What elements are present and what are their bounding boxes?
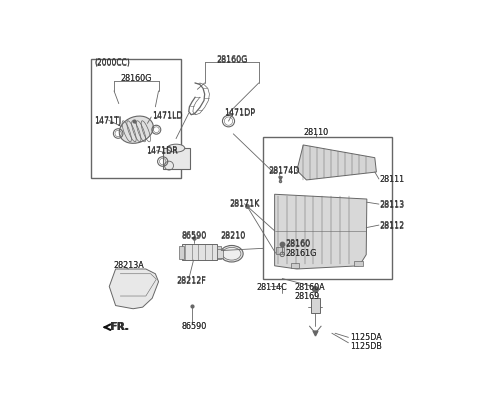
Ellipse shape — [222, 247, 241, 260]
Text: 86590: 86590 — [181, 231, 206, 240]
Ellipse shape — [220, 245, 243, 262]
Text: 28113: 28113 — [380, 200, 405, 209]
Bar — [354, 261, 363, 266]
Bar — [290, 263, 300, 268]
Text: 86590: 86590 — [181, 322, 206, 331]
Text: 28212F: 28212F — [177, 277, 206, 285]
Ellipse shape — [119, 116, 153, 143]
Text: 28210: 28210 — [220, 232, 246, 241]
Bar — [217, 249, 223, 258]
Ellipse shape — [168, 144, 185, 152]
Bar — [276, 247, 285, 254]
Bar — [179, 246, 184, 259]
Bar — [217, 246, 221, 259]
Bar — [163, 148, 190, 169]
Text: 28160G: 28160G — [216, 55, 247, 64]
Text: 1125DB: 1125DB — [349, 342, 382, 351]
Text: 28213A: 28213A — [113, 261, 144, 270]
Text: 28160: 28160 — [286, 240, 311, 249]
Bar — [264, 137, 392, 278]
Text: 28114C: 28114C — [257, 282, 288, 292]
Text: 86590: 86590 — [181, 232, 206, 241]
Text: 28114C: 28114C — [257, 283, 288, 292]
Text: 1471TJ: 1471TJ — [94, 116, 121, 126]
Text: 28212F: 28212F — [177, 276, 206, 285]
Text: 1471TJ: 1471TJ — [94, 116, 121, 125]
Text: 1471DR: 1471DR — [146, 147, 178, 156]
Text: 28160G: 28160G — [120, 74, 152, 83]
Text: (2000CC): (2000CC) — [94, 58, 130, 67]
Text: (2000CC): (2000CC) — [94, 59, 130, 69]
Text: 28213A: 28213A — [113, 261, 144, 270]
Text: FR.: FR. — [110, 322, 130, 332]
Text: 1471LD: 1471LD — [152, 111, 183, 120]
Text: FR.: FR. — [110, 322, 128, 332]
Text: 86590: 86590 — [181, 323, 206, 331]
Text: 28174D: 28174D — [268, 166, 300, 175]
Text: 28111: 28111 — [380, 176, 405, 185]
Text: 28169: 28169 — [294, 292, 320, 301]
Polygon shape — [275, 194, 367, 269]
Text: 1471DP: 1471DP — [224, 108, 255, 117]
Text: 28112: 28112 — [380, 221, 405, 230]
Text: 28160: 28160 — [286, 239, 311, 248]
Bar — [91, 59, 181, 178]
Text: 28113: 28113 — [380, 201, 405, 210]
Text: 28160G: 28160G — [216, 56, 247, 65]
Bar — [182, 244, 217, 260]
Text: 1471LD: 1471LD — [152, 112, 183, 121]
Text: 28174D: 28174D — [268, 166, 300, 176]
Text: 28110: 28110 — [303, 128, 328, 137]
Polygon shape — [297, 145, 376, 180]
Text: 28112: 28112 — [380, 221, 405, 230]
Bar — [311, 298, 320, 313]
Text: 28110: 28110 — [303, 128, 328, 138]
Text: 1471DR: 1471DR — [146, 146, 178, 155]
Text: 28160A: 28160A — [294, 283, 325, 292]
Text: 28161G: 28161G — [286, 249, 317, 258]
Text: 28169: 28169 — [294, 292, 320, 301]
Polygon shape — [109, 269, 158, 309]
Text: 1125DA: 1125DA — [349, 333, 382, 342]
Text: 1125DB: 1125DB — [349, 342, 382, 351]
Text: 28111: 28111 — [380, 176, 405, 185]
Text: 28171K: 28171K — [229, 199, 260, 208]
Text: 28210: 28210 — [220, 231, 246, 240]
Text: 28160A: 28160A — [294, 282, 325, 292]
Text: 28171K: 28171K — [229, 199, 260, 209]
Text: 28160G: 28160G — [120, 74, 152, 83]
Text: 1471DP: 1471DP — [224, 109, 255, 118]
Text: 28161G: 28161G — [286, 249, 317, 258]
Text: 1125DA: 1125DA — [349, 333, 382, 342]
